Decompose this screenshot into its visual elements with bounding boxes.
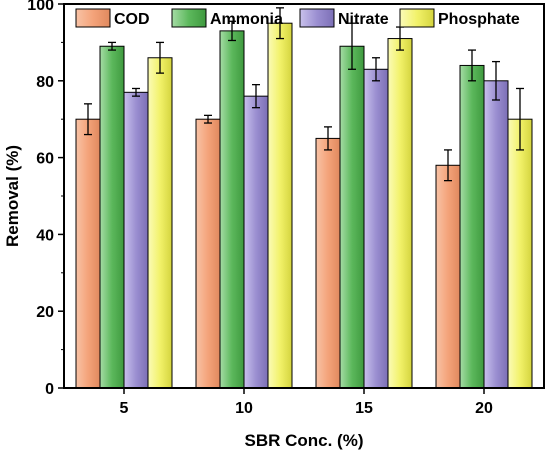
- x-tick-label: 15: [355, 400, 373, 417]
- x-tick-label: 20: [475, 400, 493, 417]
- bar-phosphate-5: [147, 57, 173, 389]
- error-bar-ammonia-5: [108, 41, 116, 51]
- bar-nitrate-15: [363, 68, 389, 389]
- bar-phosphate-15: [387, 38, 413, 389]
- x-tick-label: 5: [120, 400, 129, 417]
- y-tick-label: 60: [36, 151, 54, 168]
- error-bars-layer: [84, 7, 524, 182]
- legend-swatch: [299, 8, 335, 28]
- y-axis-label: Removal (%): [3, 145, 22, 247]
- bar-nitrate-20: [483, 80, 509, 389]
- x-axis-label: SBR Conc. (%): [245, 431, 364, 450]
- legend-label: Phosphate: [438, 11, 520, 28]
- error-bar-phosphate-10: [276, 7, 284, 40]
- bar-nitrate-5: [123, 91, 149, 389]
- x-tick-label: 10: [235, 400, 253, 417]
- error-bar-cod-15: [324, 126, 332, 151]
- legend-item-ammonia: Ammonia: [171, 8, 283, 28]
- y-axis: 0 20 40 60 80 100: [27, 0, 64, 398]
- error-bar-ammonia-15: [348, 22, 356, 70]
- error-bar-ammonia-20: [468, 49, 476, 82]
- error-bar-nitrate-5: [132, 87, 140, 97]
- bars-layer: [75, 22, 533, 389]
- bar-ammonia-5: [99, 45, 125, 389]
- bar-phosphate-10: [267, 22, 293, 389]
- error-bar-nitrate-20: [492, 60, 500, 101]
- y-tick-label: 20: [36, 304, 54, 321]
- bar-ammonia-15: [339, 45, 365, 389]
- legend-item-phosphate: Phosphate: [399, 8, 520, 28]
- y-tick-label: 40: [36, 227, 54, 244]
- legend: COD Ammonia Nitrate Phosphate: [75, 8, 520, 28]
- error-bar-ammonia-10: [228, 20, 236, 42]
- y-tick-label: 100: [27, 0, 54, 14]
- bar-cod-10: [195, 118, 221, 389]
- error-bar-cod-5: [84, 103, 92, 136]
- bar-cod-20: [435, 164, 461, 389]
- bar-ammonia-10: [219, 30, 245, 389]
- legend-label: Ammonia: [210, 11, 283, 28]
- error-bar-cod-10: [204, 114, 212, 124]
- legend-swatch: [171, 8, 207, 28]
- error-bar-nitrate-10: [252, 83, 260, 109]
- error-bar-phosphate-5: [156, 41, 164, 74]
- bar-cod-5: [75, 118, 101, 389]
- bar-cod-15: [315, 137, 341, 389]
- bar-nitrate-10: [243, 95, 269, 389]
- bar-phosphate-20: [507, 118, 533, 389]
- legend-item-nitrate: Nitrate: [299, 8, 389, 28]
- error-bar-nitrate-15: [372, 57, 380, 82]
- error-bar-cod-20: [444, 149, 452, 182]
- legend-label: Nitrate: [338, 11, 389, 28]
- bar-ammonia-20: [459, 64, 485, 389]
- legend-label: COD: [114, 11, 150, 28]
- x-axis: 5 10 15 20: [120, 388, 493, 417]
- legend-swatch: [399, 8, 435, 28]
- y-tick-label: 0: [45, 381, 54, 398]
- y-tick-label: 80: [36, 74, 54, 91]
- legend-item-cod: COD: [75, 8, 150, 28]
- error-bar-phosphate-20: [516, 87, 524, 151]
- legend-swatch: [75, 8, 111, 28]
